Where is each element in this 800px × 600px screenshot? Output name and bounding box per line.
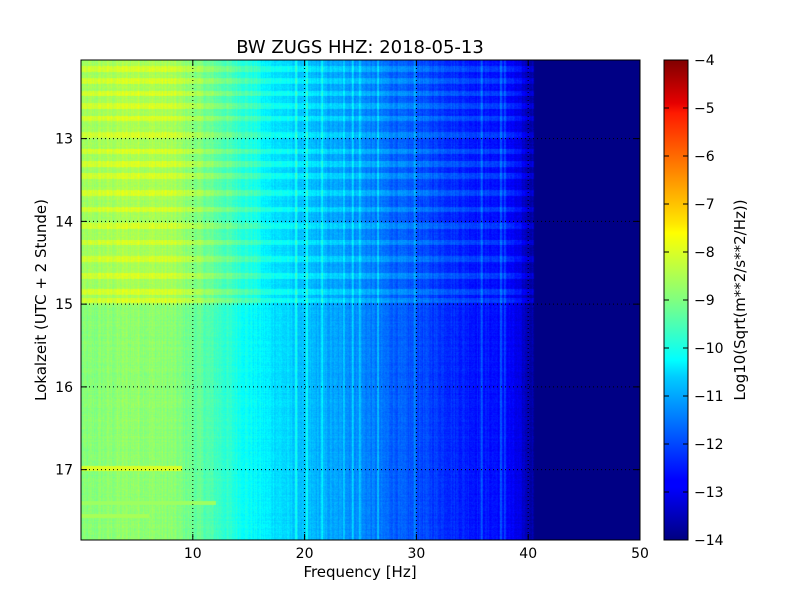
colorbar-tick-label: −11 <box>694 389 724 405</box>
colorbar-tick-label: −4 <box>694 53 715 69</box>
y-axis: 13 14 15 16 17 <box>55 132 640 479</box>
x-axis-label: Frequency [Hz] <box>303 563 416 581</box>
colorbar-tick-label: −12 <box>694 437 724 453</box>
chart-title: BW ZUGS HHZ: 2018-05-13 <box>236 37 484 58</box>
colorbar-tick-label: −14 <box>694 533 724 549</box>
colorbar-tick-label: −5 <box>694 101 715 117</box>
colorbar-tick-label: −9 <box>694 293 715 309</box>
x-tick-label: 50 <box>631 546 649 562</box>
y-tick-label: 16 <box>55 380 73 396</box>
x-axis: 10 20 30 40 50 <box>184 60 649 562</box>
x-tick-label: 20 <box>296 546 314 562</box>
y-tick-label: 17 <box>55 463 73 479</box>
colorbar-ticks: −4 −5 −6 −7 −8 −9 −10 −11 −12 −13 −14 <box>664 53 724 549</box>
y-axis-label: Lokalzeit (UTC + 2 Stunde) <box>32 199 50 401</box>
y-tick-label: 13 <box>55 132 73 148</box>
colorbar-label: Log10(Sqrt(m**2/s**2/Hz)) <box>731 199 749 400</box>
spectrogram-heatmap <box>81 60 640 540</box>
grid-lines <box>81 60 640 540</box>
spectrogram-image-holder <box>81 60 640 540</box>
x-tick-label: 30 <box>407 546 425 562</box>
colorbar-tick-label: −7 <box>694 197 715 213</box>
x-tick-label: 10 <box>184 546 202 562</box>
colorbar-tick-label: −6 <box>694 149 715 165</box>
y-tick-label: 15 <box>55 297 73 313</box>
x-tick-label: 40 <box>519 546 537 562</box>
y-tick-label: 14 <box>55 214 73 230</box>
colorbar-tick-label: −13 <box>694 485 724 501</box>
colorbar-tick-label: −8 <box>694 245 715 261</box>
colorbar-tick-label: −10 <box>694 341 724 357</box>
plot-frame <box>80 59 641 541</box>
